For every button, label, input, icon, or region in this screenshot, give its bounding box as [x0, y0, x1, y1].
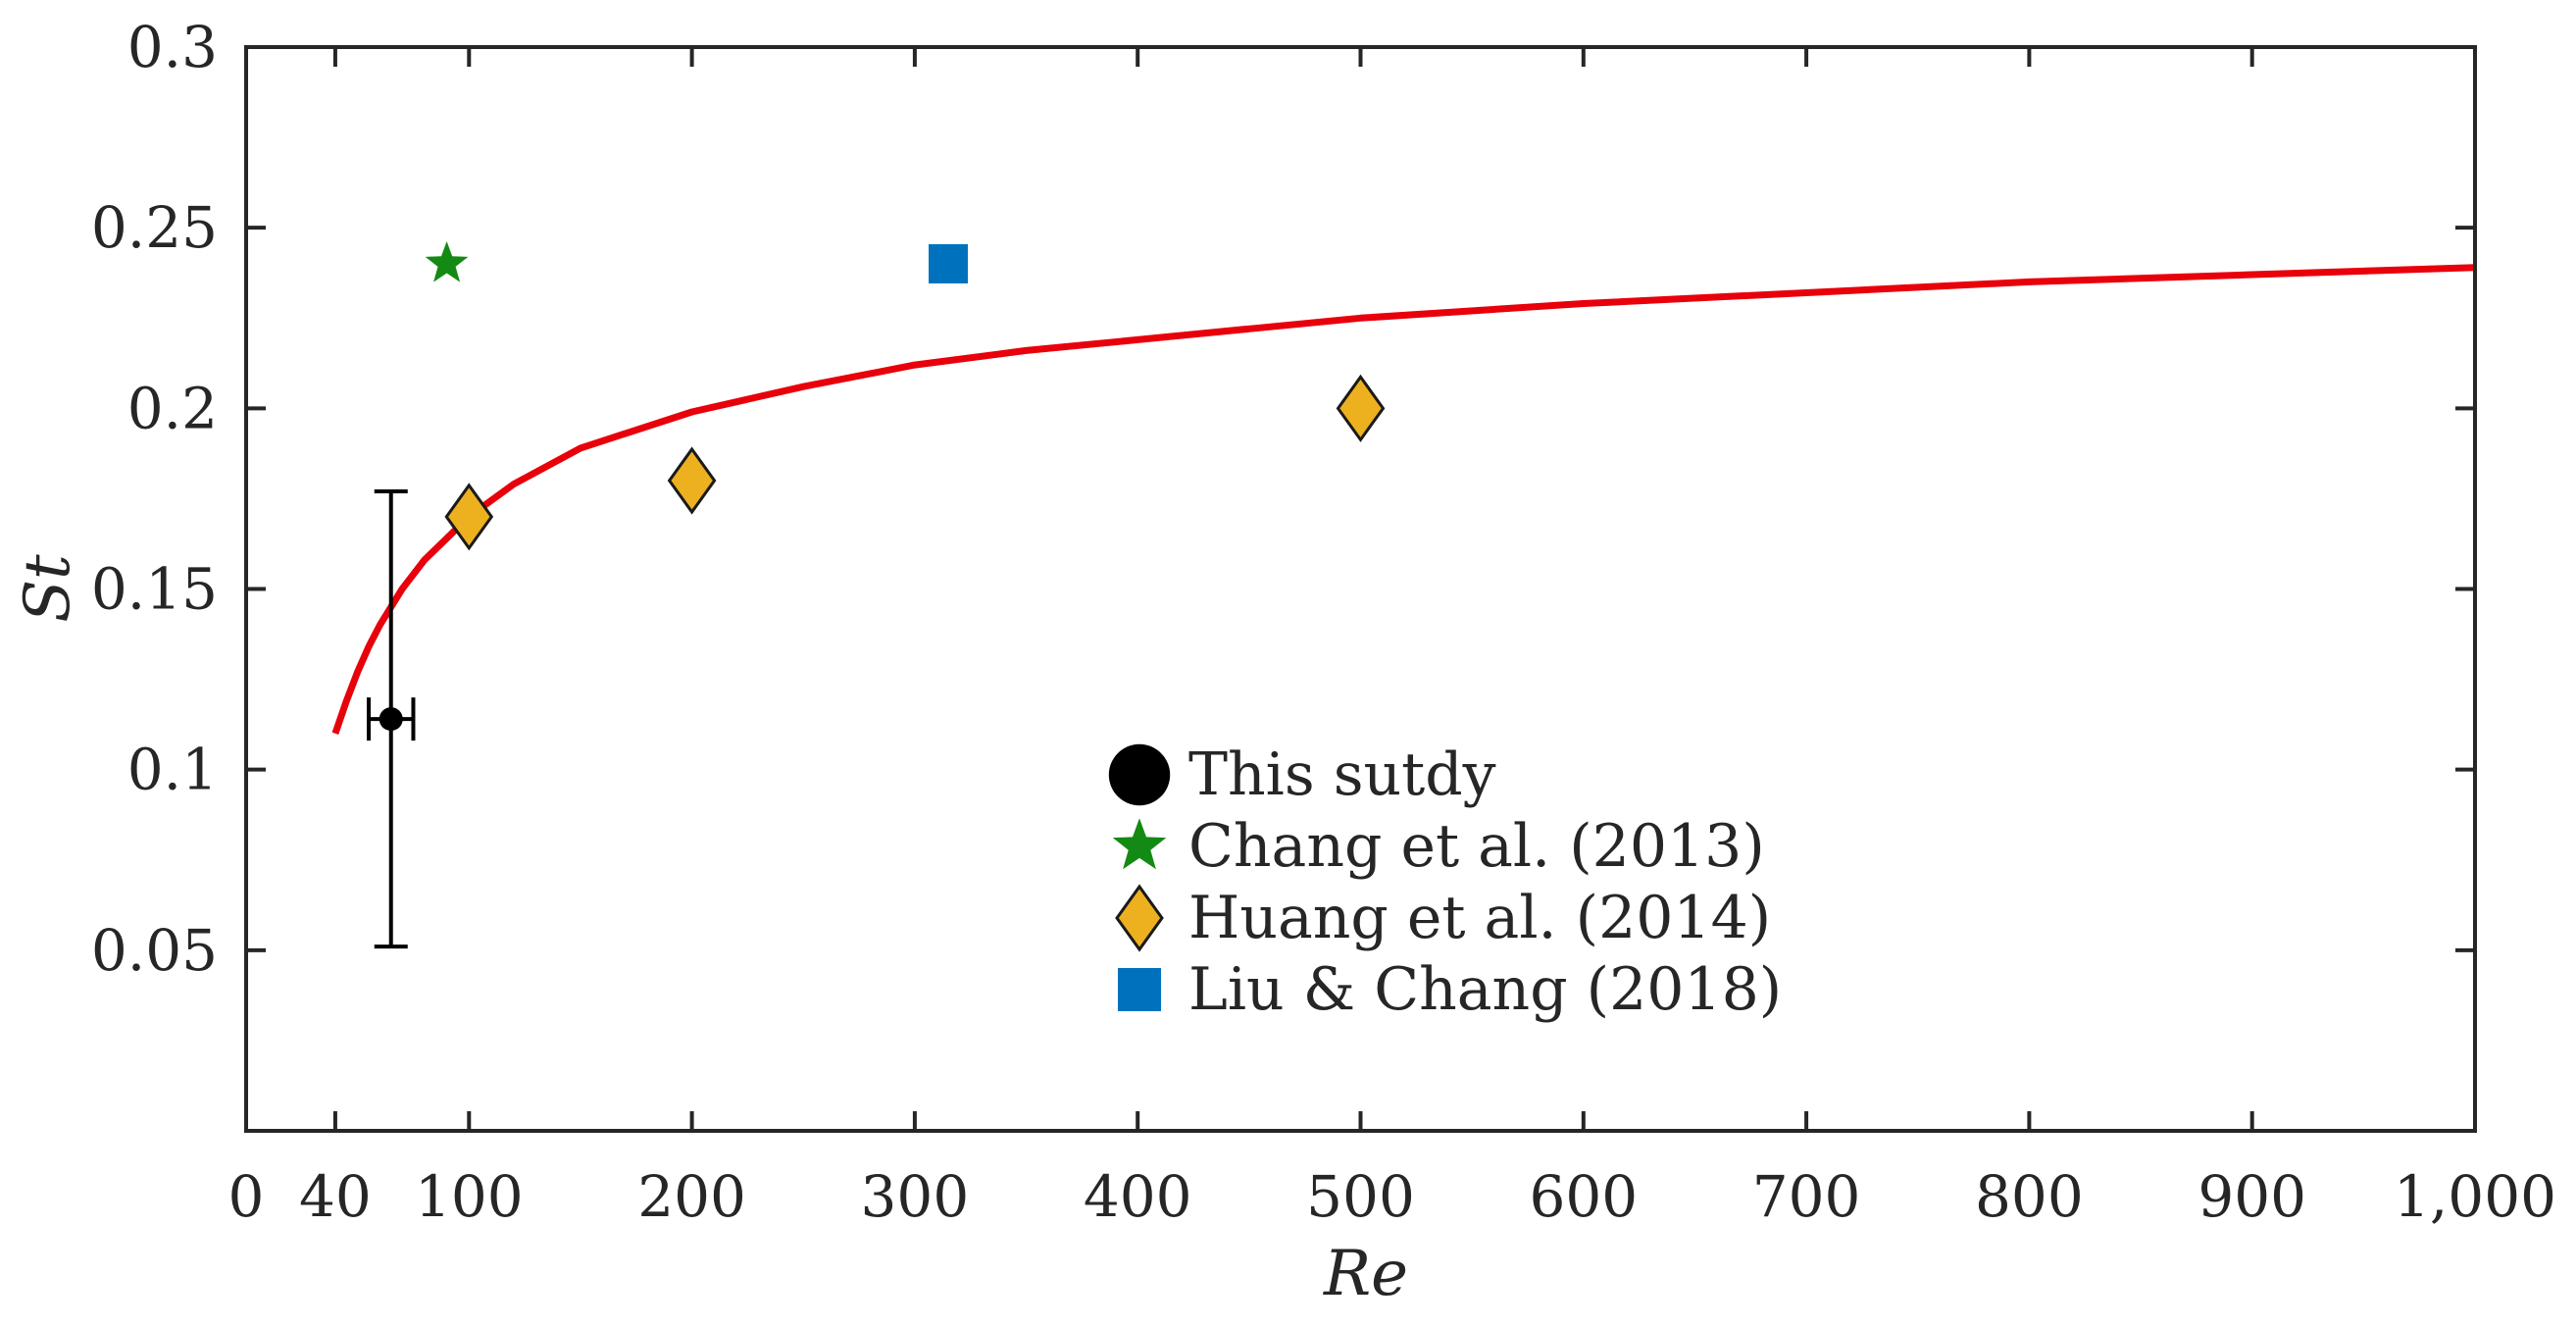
fit-curve	[331, 264, 2476, 735]
tick-marks	[244, 45, 2477, 1131]
legend-marker-diamond	[1115, 884, 1164, 952]
legend-label: Huang et al. (2014)	[1188, 884, 1771, 952]
x-tick-label: 0	[228, 1163, 265, 1230]
data-point-diamond-2-0	[444, 483, 494, 551]
x-tick-label: 800	[1975, 1163, 2084, 1230]
x-tick-label: 600	[1529, 1163, 1638, 1230]
y-tick-label: 0.2	[127, 375, 218, 441]
y-tick-label: 0.05	[91, 917, 218, 984]
y-tick-label: 0.25	[91, 194, 218, 261]
x-tick-label: 100	[415, 1163, 524, 1230]
data-point-diamond-2-2	[1336, 374, 1386, 442]
data-point-circle-0-0	[379, 707, 403, 732]
data-point-square-3-0	[928, 244, 968, 283]
legend-marker-circle	[1108, 743, 1171, 806]
x-tick-label: 700	[1752, 1163, 1861, 1230]
legend-label: Liu & Chang (2018)	[1188, 955, 1782, 1024]
x-tick-label: 900	[2197, 1163, 2306, 1230]
x-axis-title: Re	[1323, 1238, 1408, 1310]
x-tick-label: 200	[637, 1163, 746, 1230]
y-tick-label: 0.15	[91, 556, 218, 623]
data-point-diamond-2-1	[667, 446, 717, 515]
x-tick-label: 40	[299, 1163, 372, 1230]
legend-marker-star	[1112, 818, 1167, 870]
legend-label: Chang et al. (2013)	[1188, 812, 1765, 881]
x-tick-label: 500	[1306, 1163, 1415, 1230]
x-tick-label: 1,000	[2394, 1163, 2556, 1230]
data-layer	[331, 241, 2476, 949]
x-tick-label: 400	[1084, 1163, 1192, 1230]
y-axis-title: St	[12, 554, 84, 623]
legend-label: This sutdy	[1188, 740, 1496, 809]
x-tick-labels: 0 40 100 200 300 400 500 600 700 800 900 1,000	[228, 1163, 2556, 1230]
y-tick-labels: 0.05 0.1 0.15 0.2 0.25 0.3	[91, 14, 218, 984]
data-point-star-1-0	[425, 241, 469, 282]
x-tick-label: 300	[861, 1163, 970, 1230]
legend-marker-square	[1118, 968, 1161, 1011]
y-tick-label: 0.1	[127, 737, 218, 803]
y-tick-label: 0.3	[127, 14, 218, 80]
